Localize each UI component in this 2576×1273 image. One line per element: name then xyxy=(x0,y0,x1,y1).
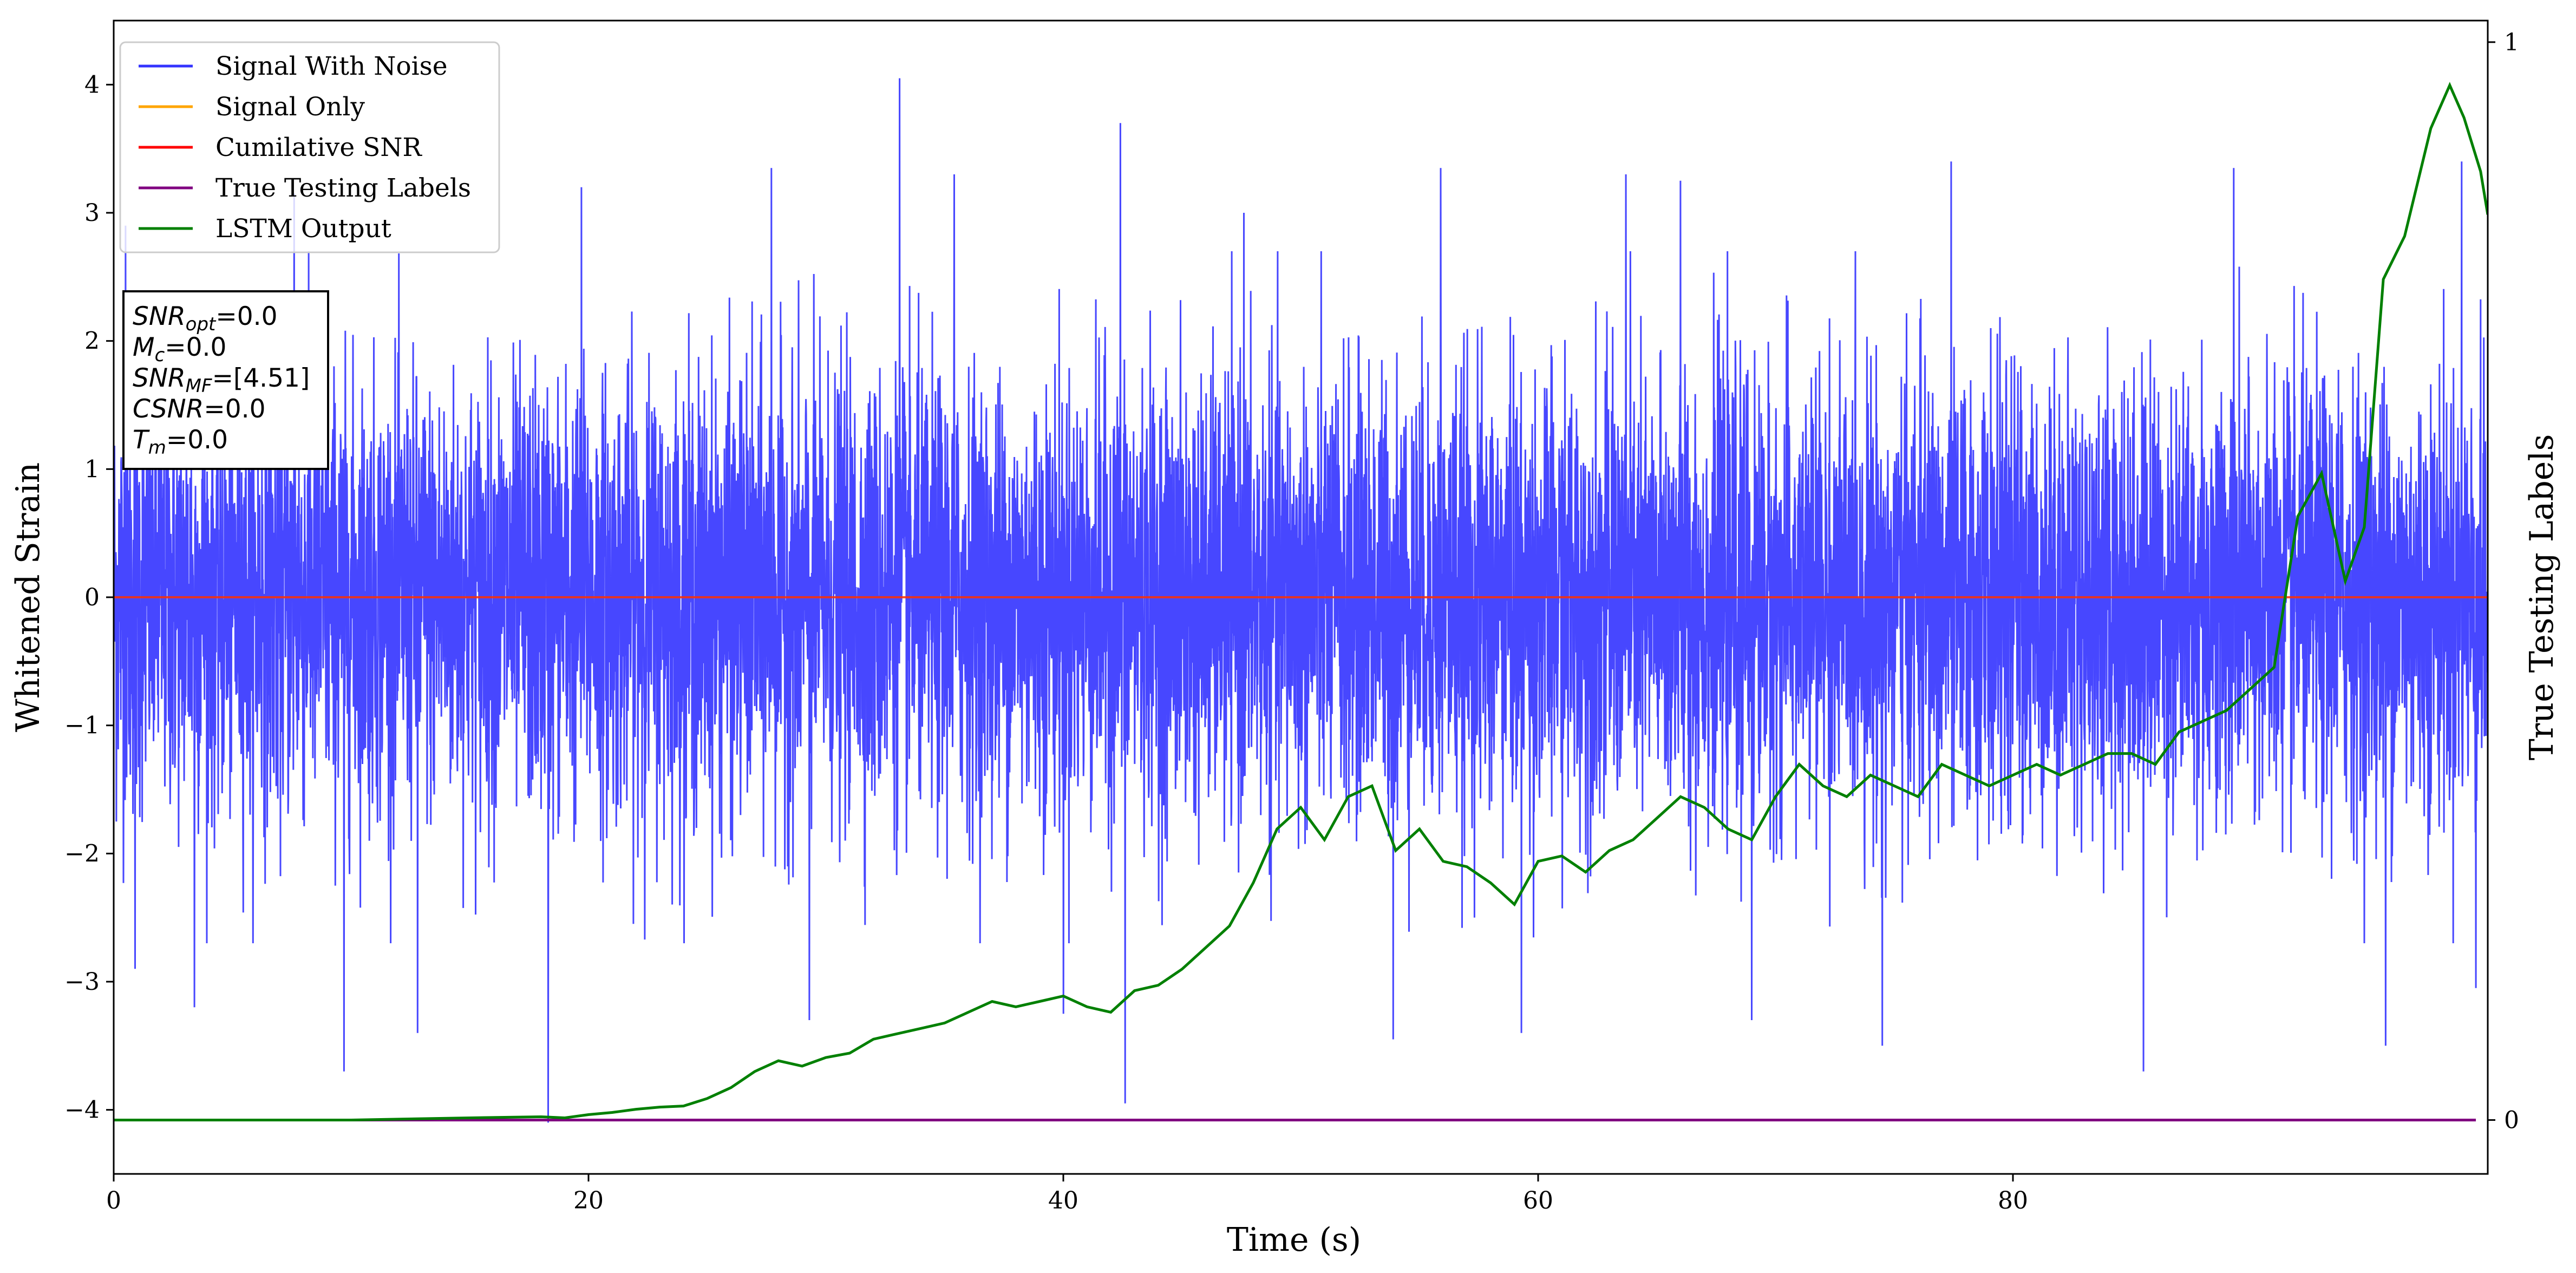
info-line: Mc=0.0 xyxy=(133,332,226,366)
series-lstm-output xyxy=(114,82,2488,1121)
legend-label-true-testing-labels: True Testing Labels xyxy=(215,173,471,203)
x-tick-label: 0 xyxy=(106,1187,121,1215)
y-tick-label: 3 xyxy=(84,199,100,227)
legend-frame xyxy=(119,41,500,253)
y-tick-label: 4 xyxy=(84,71,100,99)
y-tick-label: 1 xyxy=(84,455,100,483)
info-line: Tm=0.0 xyxy=(133,425,228,459)
y2-axis-label: True Testing Labels xyxy=(2523,434,2561,761)
y-tick-label: −3 xyxy=(64,968,100,996)
x-tick-label: 40 xyxy=(1048,1187,1078,1215)
x-tick-label: 80 xyxy=(1998,1187,2028,1215)
series-layer xyxy=(114,78,2488,1123)
info-line: SNRMF=[4.51] xyxy=(133,363,310,397)
legend-label-cumilative-snr: Cumilative SNR xyxy=(215,133,422,162)
x-axis-label: Time (s) xyxy=(1227,1221,1361,1259)
info-line: CSNR=0.0 xyxy=(133,394,265,424)
y2-tick-label: 1 xyxy=(2504,29,2519,56)
x-tick-label: 60 xyxy=(1523,1187,1553,1215)
y-tick-label: −4 xyxy=(64,1096,100,1124)
legend-label-signal-only: Signal Only xyxy=(215,92,365,122)
info-line: SNRopt=0.0 xyxy=(133,302,278,335)
x-tick-label: 20 xyxy=(573,1187,604,1215)
y-tick-label: 2 xyxy=(84,328,100,355)
y-tick-label: −1 xyxy=(64,712,100,740)
legend-label-signal-with-noise: Signal With Noise xyxy=(215,51,448,81)
y-tick-label: 0 xyxy=(84,584,100,611)
series-signal-with-noise xyxy=(114,78,2488,1123)
y-tick-label: −2 xyxy=(64,840,100,867)
info-box-frame xyxy=(122,290,329,470)
legend: Signal With Noise Signal Only Cumilative… xyxy=(119,41,500,253)
info-lines: SNRopt=0.0Mc=0.0SNRMF=[4.51]CSNR=0.0Tm=0… xyxy=(133,302,310,459)
info-box: SNRopt=0.0Mc=0.0SNRMF=[4.51]CSNR=0.0Tm=0… xyxy=(122,290,329,470)
legend-label-lstm-output: LSTM Output xyxy=(215,214,391,244)
y2-tick-label: 0 xyxy=(2504,1106,2519,1134)
y-axis-label: Whitened Strain xyxy=(9,462,47,732)
